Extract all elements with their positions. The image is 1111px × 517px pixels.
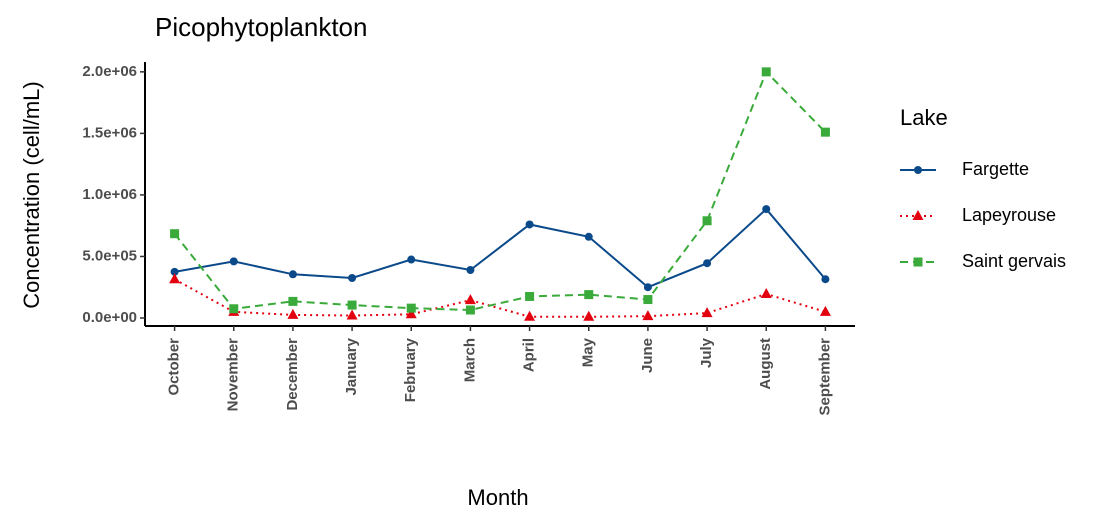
point <box>819 305 831 316</box>
x-tick-label: June <box>639 338 656 373</box>
x-tick-label: May <box>580 337 597 367</box>
series-line <box>174 207 827 289</box>
point <box>701 307 713 318</box>
legend-title: Lake <box>900 105 948 130</box>
point <box>584 290 594 300</box>
point <box>584 232 593 241</box>
point <box>405 308 417 319</box>
x-tick-label: April <box>521 338 538 372</box>
y-tick-label: 2.0e+06 <box>82 63 137 80</box>
chart-title: Picophytoplankton <box>155 12 367 42</box>
y-tick-label: 0.0e+00 <box>82 309 137 326</box>
x-tick-label: February <box>402 337 419 402</box>
x-axis-label: Month <box>467 485 528 510</box>
x-tick-label: March <box>461 338 478 382</box>
point <box>702 216 712 226</box>
point <box>760 288 772 298</box>
point <box>229 304 239 314</box>
point <box>762 205 771 214</box>
point <box>525 220 534 229</box>
point <box>288 296 298 306</box>
series-line <box>173 70 827 312</box>
point <box>347 300 357 310</box>
point <box>466 266 475 274</box>
point <box>525 291 535 301</box>
legend-label: Lapeyrouse <box>962 205 1056 225</box>
legend-marker <box>914 166 922 174</box>
point <box>820 127 830 137</box>
point <box>407 255 416 264</box>
x-tick-label: January <box>343 337 360 395</box>
legend-label: Fargette <box>962 159 1029 179</box>
point <box>642 310 654 321</box>
point <box>464 294 476 305</box>
point <box>229 257 238 266</box>
point <box>643 295 653 305</box>
x-tick-label: October <box>166 338 183 396</box>
point <box>583 310 595 321</box>
y-tick-label: 5.0e+05 <box>82 247 137 264</box>
series-line <box>174 278 826 318</box>
point <box>643 283 652 292</box>
x-tick-label: September <box>816 338 833 416</box>
x-tick-label: July <box>698 337 715 368</box>
x-tick-label: November <box>225 338 242 412</box>
y-tick-label: 1.0e+06 <box>82 186 137 203</box>
point <box>465 305 475 315</box>
legend-marker <box>912 210 924 220</box>
point <box>821 275 830 284</box>
y-axis-label: Concentration (cell/mL) <box>19 81 44 308</box>
point <box>346 309 358 320</box>
legend-marker <box>913 257 923 267</box>
x-tick-label: December <box>284 338 301 411</box>
point <box>406 303 416 313</box>
point <box>288 270 297 279</box>
y-tick-label: 1.5e+06 <box>82 124 137 141</box>
point <box>170 229 180 239</box>
point <box>287 308 299 319</box>
point <box>761 67 771 77</box>
point <box>348 274 357 282</box>
point <box>169 273 181 284</box>
legend-label: Saint gervais <box>962 251 1066 271</box>
x-tick-label: August <box>757 338 774 390</box>
point <box>703 259 712 268</box>
point <box>170 267 179 276</box>
point <box>524 310 536 321</box>
